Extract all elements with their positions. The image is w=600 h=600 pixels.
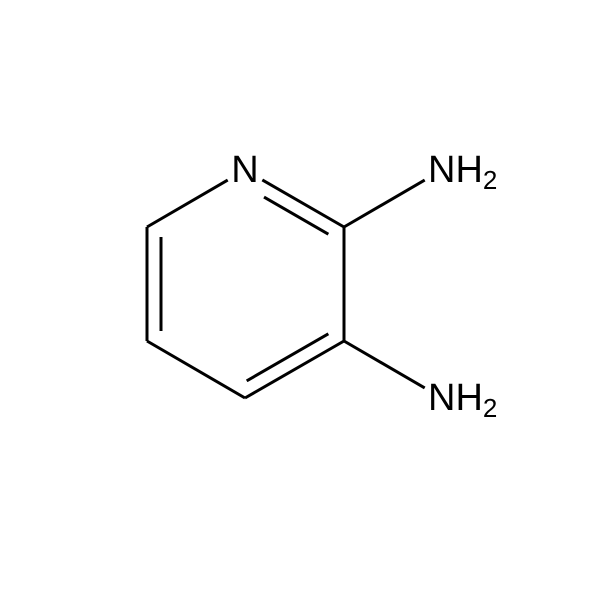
atom-label-N8: NH2 (428, 377, 497, 423)
bond-C3-N8 (344, 341, 425, 388)
bond-C3-C4 (245, 341, 344, 398)
molecule-diagram: N NH2 NH2 (0, 0, 600, 600)
atom-label-N7: NH2 (428, 149, 497, 195)
bond-C6-N1 (147, 180, 228, 227)
bonds-layer (147, 180, 425, 398)
atom-label-N1: N (231, 149, 258, 191)
bond-C4-C5 (147, 341, 245, 398)
bond-C2-N7 (344, 180, 425, 227)
bond-N1-C2-inner (264, 197, 328, 234)
